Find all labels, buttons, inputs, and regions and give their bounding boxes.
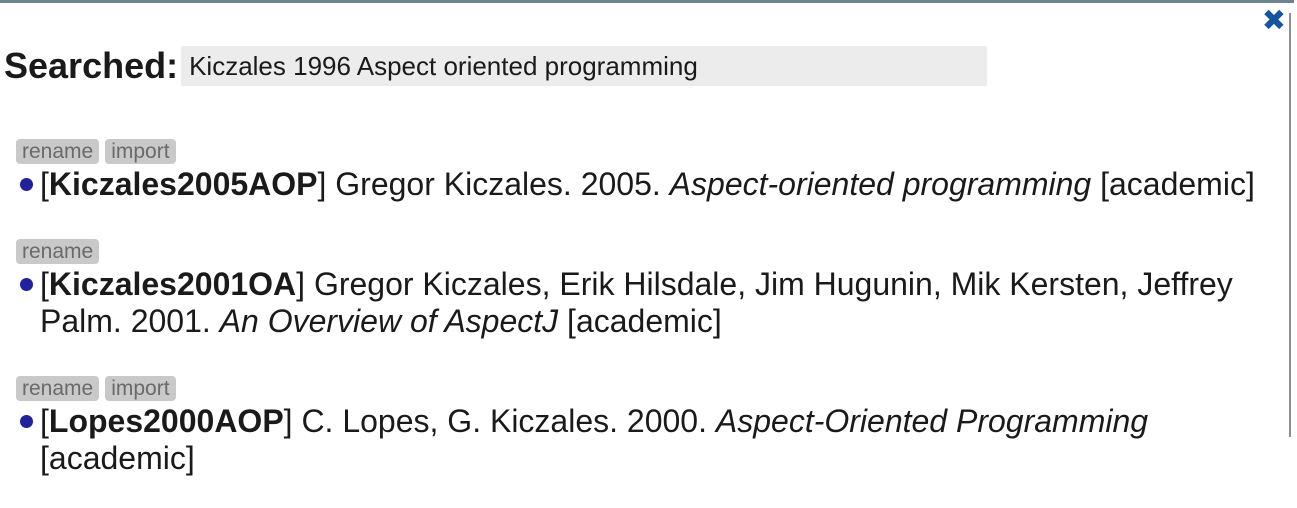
- citation-list: [Kiczales2005AOP] Gregor Kiczales. 2005.…: [0, 166, 1294, 203]
- results-list: rename import [Kiczales2005AOP] Gregor K…: [0, 139, 1294, 477]
- citation-tag: [academic]: [1100, 166, 1255, 202]
- close-button[interactable]: ✖: [1262, 5, 1286, 37]
- bullet-icon: [20, 178, 33, 191]
- citation-list: [Kiczales2001OA] Gregor Kiczales, Erik H…: [0, 266, 1294, 340]
- search-query-input[interactable]: [181, 46, 988, 86]
- citation-list: [Lopes2000AOP] C. Lopes, G. Kiczales. 20…: [0, 403, 1294, 477]
- search-result: rename import [Kiczales2005AOP] Gregor K…: [0, 139, 1294, 203]
- bracket-open: [: [40, 166, 49, 202]
- result-actions: rename: [16, 239, 1294, 264]
- bracket-close: ]: [317, 166, 327, 202]
- citation-authors-year: C. Lopes, G. Kiczales. 2000.: [301, 403, 707, 439]
- rename-button[interactable]: rename: [16, 239, 100, 264]
- search-result: rename import [Lopes2000AOP] C. Lopes, G…: [0, 376, 1294, 477]
- import-button[interactable]: import: [105, 139, 176, 164]
- citation-key: Kiczales2001OA: [48, 266, 297, 302]
- bracket-close: ]: [296, 266, 306, 302]
- citation-item: [Kiczales2001OA] Gregor Kiczales, Erik H…: [16, 266, 1280, 340]
- citation-title: Aspect-oriented programming: [669, 166, 1092, 202]
- close-icon: ✖: [1261, 5, 1286, 37]
- citation-title: An Overview of AspectJ: [219, 303, 559, 339]
- citation-authors-year: Gregor Kiczales, Erik Hilsdale, Jim Hugu…: [40, 266, 1233, 339]
- bracket-open: [: [40, 403, 49, 439]
- result-actions: rename import: [16, 139, 1294, 164]
- citation-tag: [academic]: [567, 303, 722, 339]
- result-actions: rename import: [16, 376, 1294, 401]
- citation-item: [Kiczales2005AOP] Gregor Kiczales. 2005.…: [16, 166, 1280, 203]
- bullet-icon: [20, 278, 33, 291]
- rename-button[interactable]: rename: [16, 376, 100, 401]
- right-divider: [1289, 13, 1291, 437]
- citation-item: [Lopes2000AOP] C. Lopes, G. Kiczales. 20…: [16, 403, 1280, 477]
- searched-label: Searched:: [4, 45, 179, 86]
- bracket-close: ]: [283, 403, 293, 439]
- citation-key: Lopes2000AOP: [48, 403, 284, 439]
- citation-title: Aspect-Oriented Programming: [715, 403, 1149, 439]
- bracket-open: [: [40, 266, 49, 302]
- citation-tag: [academic]: [40, 440, 195, 476]
- rename-button[interactable]: rename: [16, 139, 100, 164]
- citation-key: Kiczales2005AOP: [48, 166, 318, 202]
- citation-authors-year: Gregor Kiczales. 2005.: [335, 166, 661, 202]
- search-result: rename [Kiczales2001OA] Gregor Kiczales,…: [0, 239, 1294, 340]
- import-button[interactable]: import: [105, 376, 176, 401]
- search-header: Searched:: [4, 45, 1294, 87]
- bullet-icon: [20, 415, 33, 428]
